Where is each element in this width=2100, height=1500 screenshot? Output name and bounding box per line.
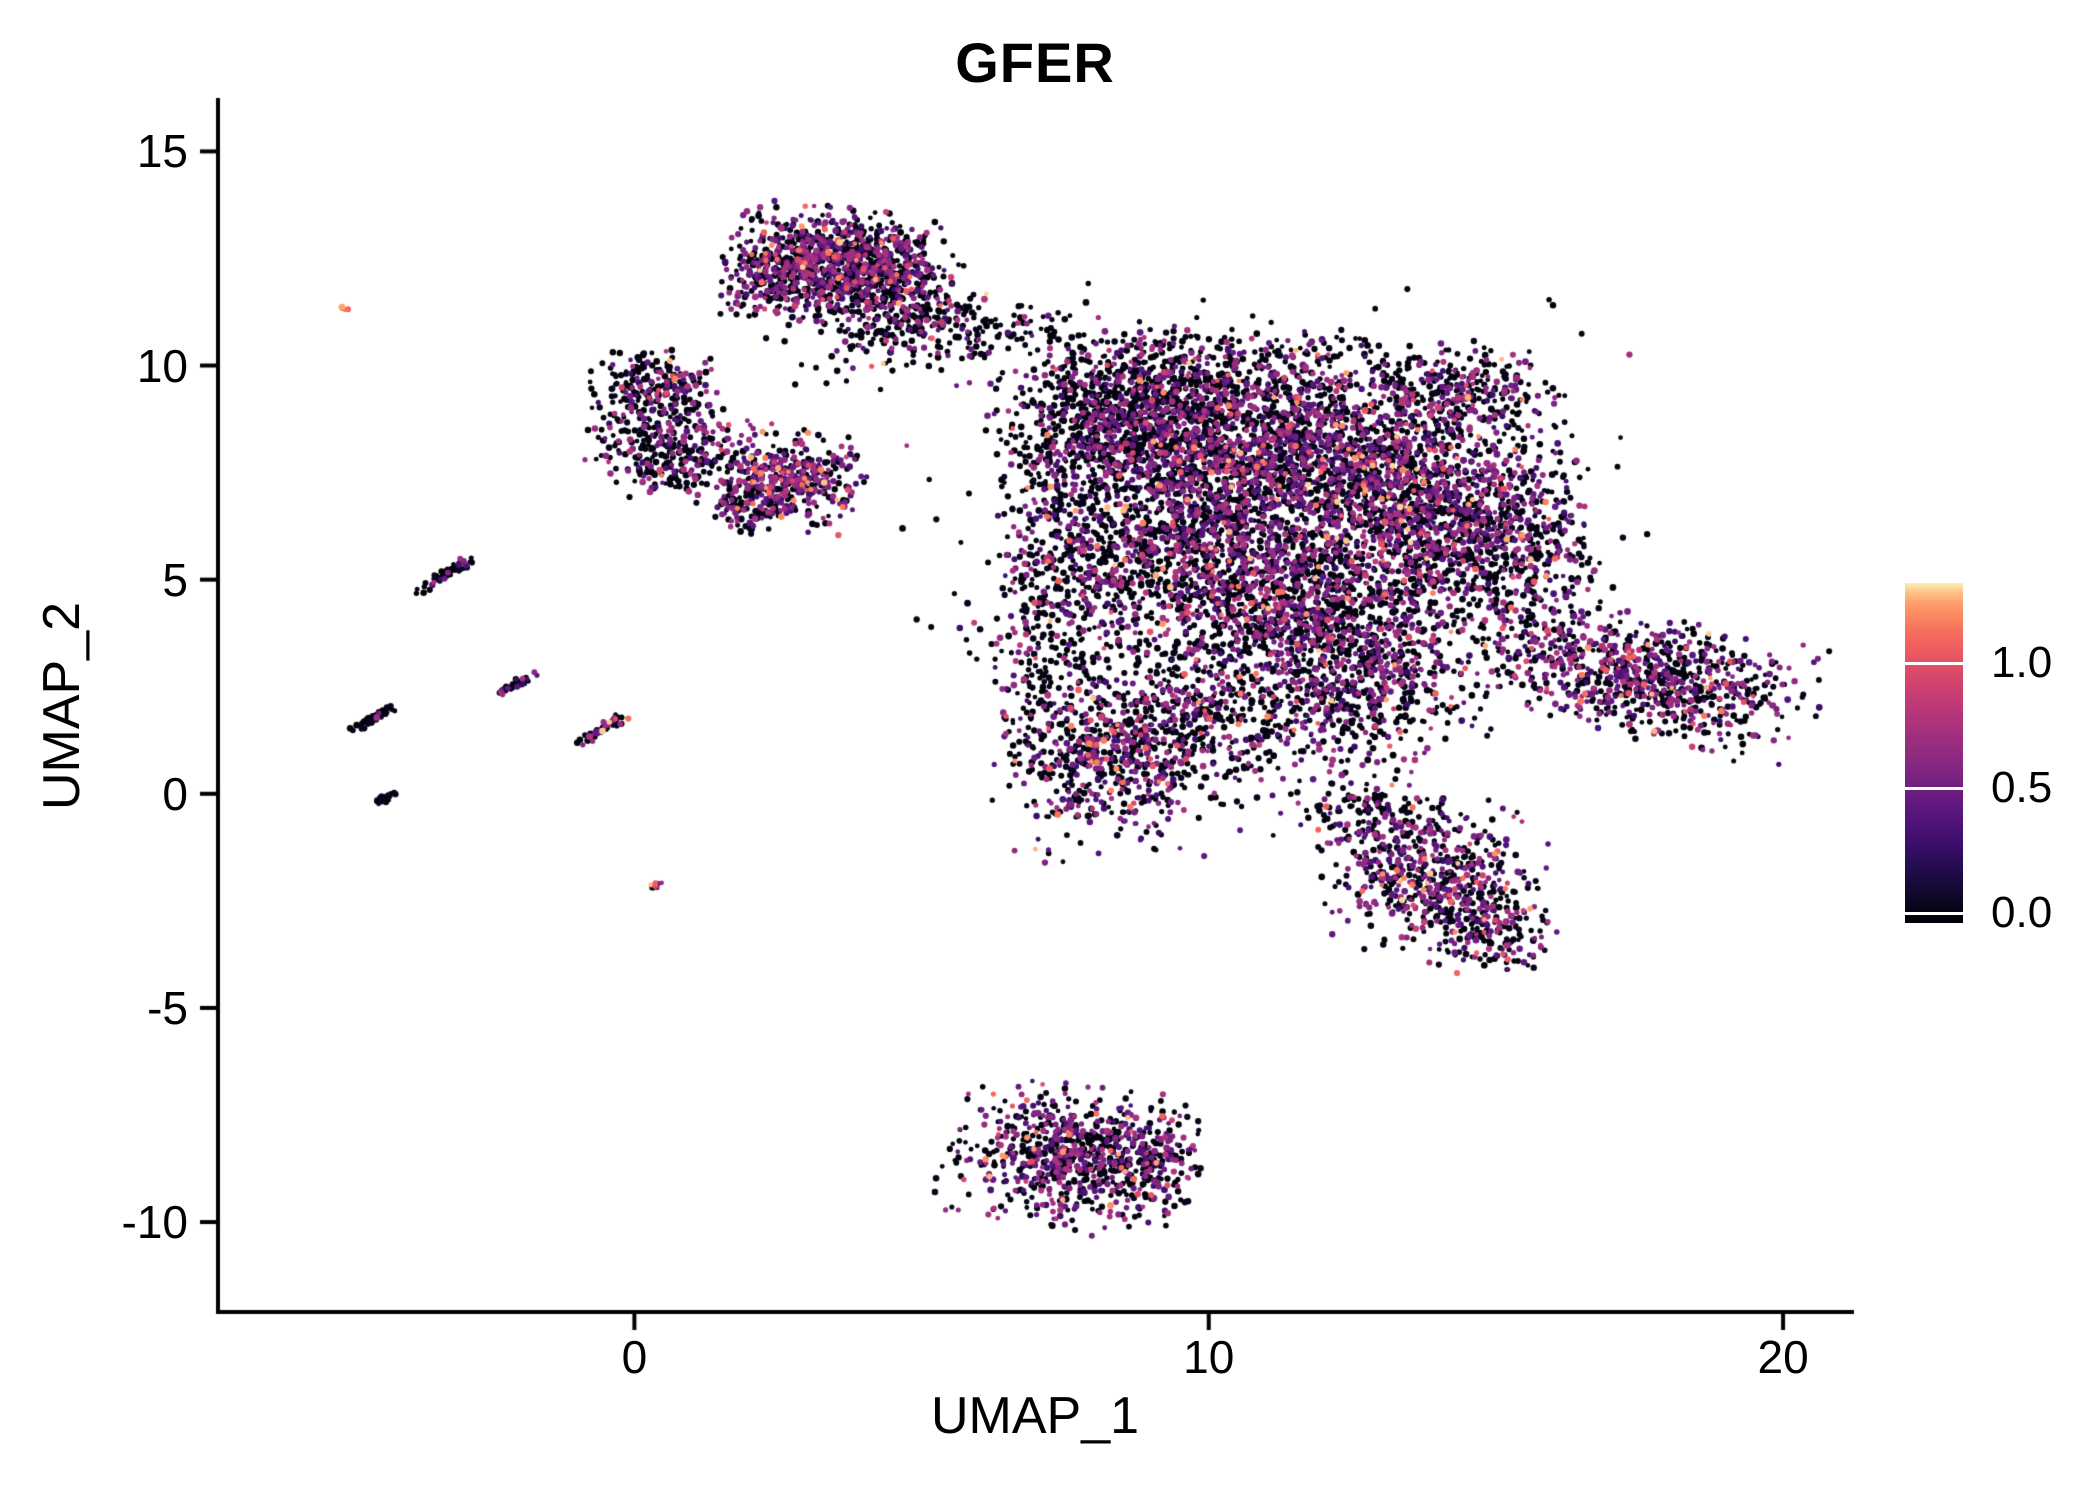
x-axis-label: UMAP_1 — [930, 1387, 1140, 1445]
y-tick-label: 5 — [162, 553, 188, 606]
colorbar-gradient — [1905, 583, 1963, 923]
colorbar-label: 0.0 — [1991, 888, 2053, 937]
colorbar-tick — [1905, 661, 1963, 665]
colorbar-tick — [1905, 786, 1963, 790]
y-tick-label: -10 — [121, 1196, 188, 1249]
y-tick-label: -5 — [147, 981, 188, 1034]
y-tick-label: 0 — [162, 767, 188, 820]
colorbar-tick — [1905, 911, 1963, 915]
colorbar-label: 0.5 — [1991, 763, 2053, 812]
y-tick-label: 15 — [136, 125, 188, 178]
y-tick-label: 10 — [136, 339, 188, 392]
x-tick-label: 0 — [621, 1331, 648, 1383]
x-tick-label: 10 — [1183, 1331, 1235, 1383]
x-tick-label: 20 — [1757, 1331, 1809, 1383]
plot-title: GFER — [955, 31, 1115, 94]
colorbar-label: 1.0 — [1991, 638, 2053, 687]
